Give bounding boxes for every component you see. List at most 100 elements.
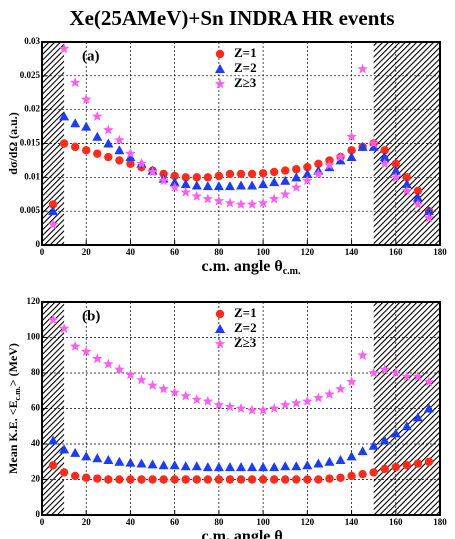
marker-triangle — [191, 180, 202, 190]
marker-star — [379, 158, 390, 169]
x-tick-label: 60 — [170, 517, 180, 527]
marker-star — [169, 387, 180, 397]
x-tick-label: 180 — [433, 247, 447, 257]
marker-star — [103, 358, 114, 369]
marker-star — [302, 175, 313, 186]
marker-circle — [380, 464, 389, 474]
marker-circle — [380, 146, 389, 155]
x-tick-label: 80 — [214, 247, 224, 257]
marker-circle — [347, 471, 356, 481]
axes-frame — [41, 41, 441, 246]
marker-star — [202, 395, 214, 406]
x-axis-label-text: c.m. angle θ — [201, 258, 282, 275]
marker-triangle — [291, 172, 302, 182]
marker-triangle — [401, 421, 412, 431]
marker-triangle — [247, 462, 258, 472]
y-tick-label: 0.02 — [24, 104, 40, 114]
legend-label: Z≥3 — [234, 335, 257, 350]
x-axis-label: c.m. angle θc.m. — [201, 258, 301, 278]
marker-triangle — [423, 206, 434, 216]
chart-title: Xe(25AMeV)+Sn INDRA HR events — [69, 6, 394, 30]
marker-circle — [402, 173, 412, 182]
y-tick-label: 0.01 — [24, 171, 40, 181]
marker-triangle — [70, 447, 81, 457]
marker-star — [191, 190, 202, 201]
marker-star — [213, 399, 225, 410]
axes-frame — [41, 301, 441, 516]
marker-star — [412, 371, 424, 381]
marker-circle — [203, 475, 213, 484]
marker-triangle — [125, 152, 136, 162]
marker-star — [136, 158, 147, 169]
marker-triangle — [302, 168, 313, 178]
marker-triangle — [169, 460, 180, 470]
marker-triangle — [158, 460, 169, 470]
marker-circle — [225, 169, 235, 179]
marker-star — [114, 134, 125, 145]
y-tick-label: 100 — [27, 332, 41, 342]
y-tick-label: 0 — [36, 509, 41, 519]
x-axis-label: c.m. angle θc.m. — [201, 528, 301, 539]
excluded-region — [42, 42, 65, 245]
marker-circle — [70, 142, 80, 152]
marker-star — [280, 399, 291, 410]
marker-circle — [126, 475, 135, 484]
legend-label: Z=1 — [234, 305, 257, 320]
y-tick-label: 60 — [31, 403, 41, 413]
marker-star — [58, 43, 70, 54]
legend-marker — [215, 49, 225, 59]
marker-star — [379, 363, 390, 374]
marker-star — [103, 124, 114, 135]
marker-circle — [413, 186, 423, 196]
marker-circle — [391, 462, 400, 472]
marker-circle — [93, 474, 102, 483]
marker-star — [114, 363, 125, 374]
marker-triangle — [147, 459, 158, 469]
marker-triangle — [412, 412, 423, 422]
marker-circle — [148, 475, 157, 484]
marker-circle — [303, 475, 312, 484]
y-axis-label-end: > (MeV) — [6, 343, 20, 386]
marker-star — [346, 131, 357, 142]
marker-star — [235, 403, 247, 413]
marker-triangle — [213, 462, 224, 472]
marker-circle — [358, 469, 367, 479]
marker-triangle — [114, 456, 125, 466]
marker-circle — [126, 159, 135, 168]
marker-circle — [413, 459, 423, 468]
y-axis-label-sub: c.m. — [13, 386, 22, 400]
marker-star — [324, 159, 335, 170]
marker-triangle — [180, 461, 191, 471]
x-tick-label: 40 — [126, 517, 136, 527]
marker-star — [69, 340, 81, 351]
marker-triangle — [291, 461, 302, 471]
x-tick-label: 0 — [40, 247, 45, 257]
marker-triangle — [81, 121, 92, 131]
x-tick-label: 120 — [301, 517, 315, 527]
legend-marker — [215, 324, 225, 333]
x-tick-label: 100 — [256, 247, 270, 257]
marker-triangle — [169, 177, 180, 187]
y-tick-label: 0.005 — [20, 205, 41, 215]
marker-circle — [402, 461, 412, 470]
marker-circle — [269, 475, 279, 484]
marker-star — [125, 369, 136, 380]
marker-triangle — [357, 446, 368, 456]
marker-circle — [369, 468, 378, 477]
marker-circle — [247, 169, 257, 179]
marker-star — [158, 383, 169, 394]
x-axis-label-text: c.m. angle θ — [201, 528, 282, 539]
marker-triangle — [390, 428, 401, 438]
legend-label: Z=2 — [234, 320, 257, 335]
marker-star — [213, 195, 225, 206]
marker-circle — [82, 146, 91, 155]
marker-star — [412, 198, 424, 209]
marker-star — [81, 94, 92, 104]
x-axis-label-sub: c.m. — [283, 536, 301, 539]
marker-circle — [137, 475, 146, 484]
x-tick-label: 140 — [345, 517, 359, 527]
marker-triangle — [324, 456, 335, 466]
x-tick-label: 0 — [40, 517, 45, 527]
